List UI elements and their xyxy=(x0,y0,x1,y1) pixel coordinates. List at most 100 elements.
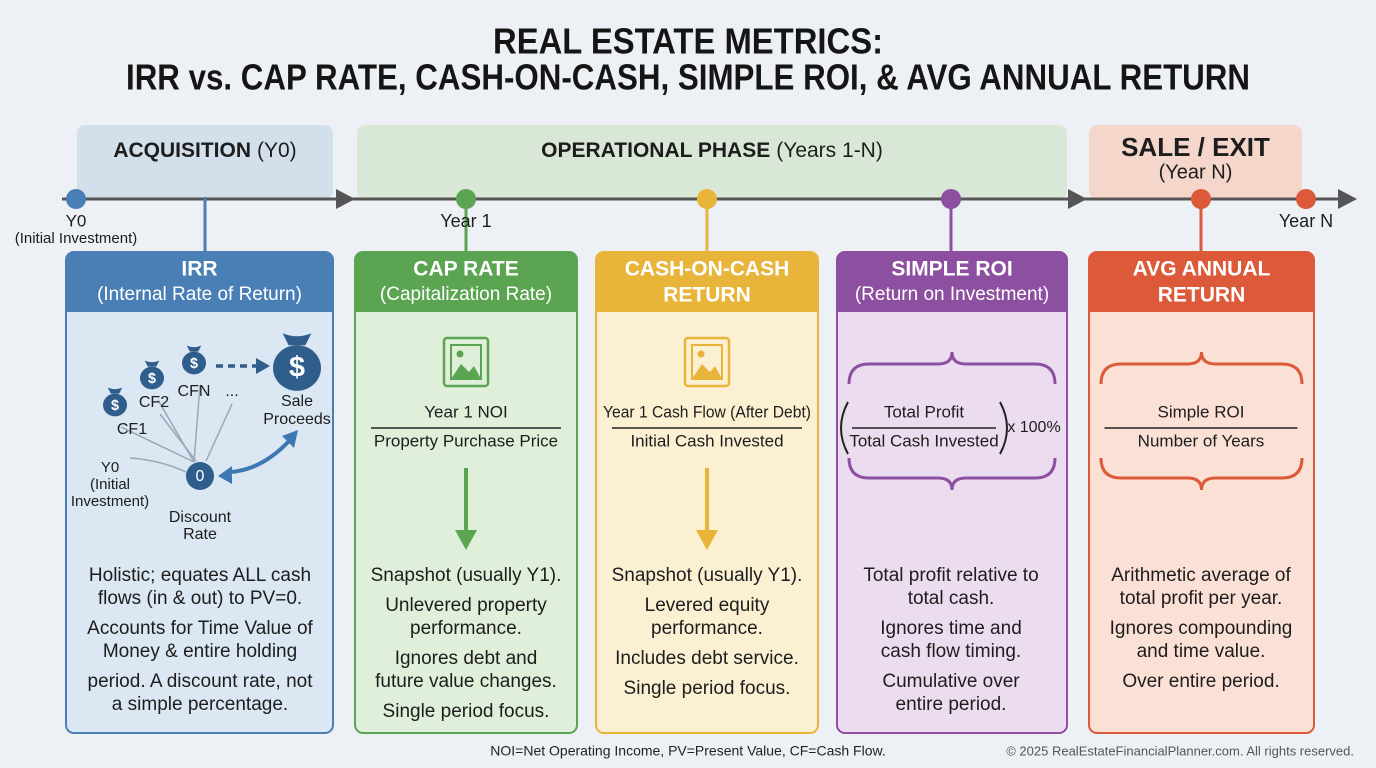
flow-arrow xyxy=(159,413,197,462)
timeline-label: Year N xyxy=(1279,211,1333,231)
card-note: a simple percentage. xyxy=(112,694,288,715)
flow-arrow xyxy=(205,403,233,462)
discount-node xyxy=(186,462,214,490)
card-header xyxy=(596,252,818,312)
money-symbol: $ xyxy=(190,356,198,372)
card-note: Single period focus. xyxy=(383,701,550,722)
card-note: Ignores debt and xyxy=(395,648,538,669)
card-title: CASH-ON-CASH xyxy=(625,258,790,281)
card-title: RETURN xyxy=(1158,284,1246,307)
sale-label: Proceeds xyxy=(263,411,331,428)
card-note: flows (in & out) to PV=0. xyxy=(98,588,302,609)
money-bag xyxy=(103,393,127,417)
card-note: entire period. xyxy=(896,694,1007,715)
card-note: performance. xyxy=(651,618,763,639)
formula-numerator: Simple ROI xyxy=(1158,402,1245,421)
card-note: Snapshot (usually Y1). xyxy=(612,565,803,586)
card-title: CAP RATE xyxy=(413,258,518,281)
sale-label: Sale xyxy=(281,393,313,410)
money-symbol: $ xyxy=(111,398,119,414)
phase-name: OPERATIONAL PHASE xyxy=(541,139,770,162)
timeline-dot xyxy=(1191,189,1211,209)
card-note: Ignores compounding xyxy=(1110,618,1293,639)
copyright: © 2025 RealEstateFinancialPlanner.com. A… xyxy=(1006,743,1354,758)
phase-band xyxy=(77,125,333,199)
card-title: IRR xyxy=(181,258,217,281)
money-symbol: $ xyxy=(148,371,156,387)
timeline-dot xyxy=(1296,189,1316,209)
card-note: Ignores time and xyxy=(880,618,1022,639)
image-icon xyxy=(697,350,705,358)
timeline-label: Y0 xyxy=(66,211,87,230)
card-subtitle: (Capitalization Rate) xyxy=(380,284,552,305)
image-icon xyxy=(442,336,490,388)
formula-denominator: Total Cash Invested xyxy=(849,431,998,450)
money-bag xyxy=(144,360,160,367)
arrow-head xyxy=(282,430,298,448)
brace xyxy=(847,457,1057,491)
money-bag xyxy=(186,345,202,352)
start-label: (Initial xyxy=(90,476,130,493)
phase-label: ACQUISITION (Y0) xyxy=(113,139,296,162)
card-title: SIMPLE ROI xyxy=(891,258,1012,281)
arrow-head xyxy=(256,358,270,374)
card-header xyxy=(355,252,577,312)
card-note: Levered equity xyxy=(645,595,770,616)
card-note: future value changes. xyxy=(375,671,557,692)
money-symbol: $ xyxy=(289,352,305,384)
card-title: AVG ANNUAL xyxy=(1133,258,1271,281)
formula-numerator: Year 1 Cash Flow (After Debt) xyxy=(603,402,811,421)
money-bag xyxy=(107,387,123,394)
formula-numerator: Year 1 NOI xyxy=(424,402,507,421)
card-header xyxy=(1089,252,1314,312)
card-note: Snapshot (usually Y1). xyxy=(371,565,562,586)
paren xyxy=(840,401,849,455)
phase-band xyxy=(357,125,1067,199)
timeline-label: (Initial Investment) xyxy=(15,230,138,247)
timeline-dot xyxy=(941,189,961,209)
timeline-arrow xyxy=(336,189,355,209)
flow-label: CF2 xyxy=(139,394,169,411)
start-label: Y0 xyxy=(101,459,119,476)
image-icon xyxy=(451,364,481,379)
flow-label: CFN xyxy=(178,383,211,400)
arrow-head xyxy=(455,530,477,550)
card-note: Holistic; equates ALL cash xyxy=(89,565,311,586)
formula-denominator: Number of Years xyxy=(1138,431,1265,450)
timeline-dot xyxy=(66,189,86,209)
card-header xyxy=(66,252,333,312)
brace xyxy=(1099,457,1304,491)
phase-name: SALE / EXIT xyxy=(1121,132,1270,162)
paren xyxy=(999,401,1008,455)
card-note: Includes debt service. xyxy=(615,648,799,669)
phase-name: ACQUISITION xyxy=(113,139,251,162)
card-note: period. A discount rate, not xyxy=(88,671,314,692)
phase-period: (Year N) xyxy=(1159,161,1233,183)
card-note: total cash. xyxy=(908,588,995,609)
discount-value: 0 xyxy=(196,468,205,485)
arrow-head xyxy=(696,530,718,550)
formula-multiplier: x 100% xyxy=(1007,419,1060,436)
money-bag xyxy=(182,351,206,375)
start-label: Investment) xyxy=(71,493,149,510)
timeline-dot xyxy=(697,189,717,209)
flow-arrow xyxy=(129,457,187,473)
card-note: performance. xyxy=(410,618,522,639)
flow-arrow xyxy=(193,384,201,463)
card-note: Money & entire holding xyxy=(103,641,297,662)
card-note: Arithmetic average of xyxy=(1111,565,1291,586)
card-note: total profit per year. xyxy=(1120,588,1283,609)
phase-label: OPERATIONAL PHASE (Years 1-N) xyxy=(541,139,883,162)
card-subtitle: (Internal Rate of Return) xyxy=(97,284,302,305)
formula-denominator: Property Purchase Price xyxy=(374,431,558,450)
timeline-arrow xyxy=(1068,189,1087,209)
card-note: Total profit relative to xyxy=(863,565,1038,586)
card-note: Unlevered property xyxy=(385,595,547,616)
card-note: Over entire period. xyxy=(1122,671,1279,692)
phase-band xyxy=(1089,125,1302,199)
card-title: RETURN xyxy=(663,284,751,307)
center-label: Rate xyxy=(183,526,217,543)
formula-numerator: Total Profit xyxy=(884,402,965,421)
